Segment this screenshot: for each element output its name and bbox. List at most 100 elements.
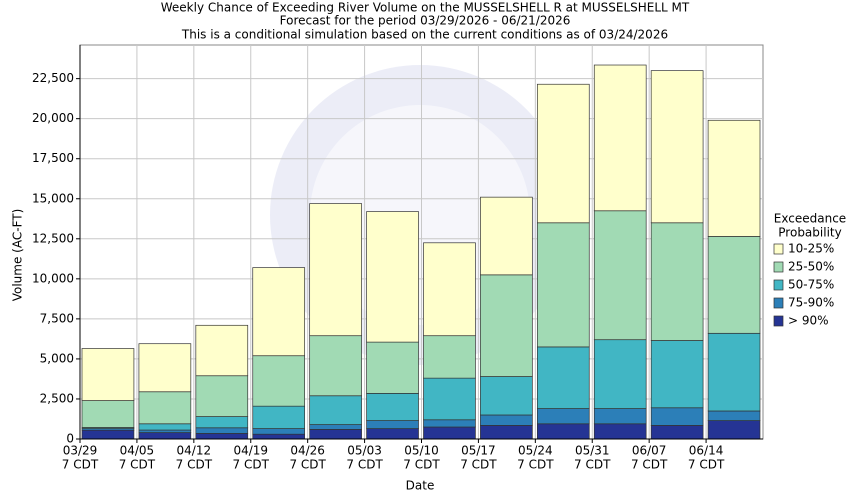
x-tick-label: 06/07: [632, 444, 667, 458]
x-tick-label: 04/12: [177, 444, 212, 458]
bar-segment: [309, 203, 362, 337]
y-tick-label: 15,000: [32, 191, 74, 205]
bar-segment: [650, 407, 704, 426]
bar-segment: [366, 420, 419, 429]
bar-segment: [195, 427, 249, 434]
bar-segment: [707, 236, 761, 334]
bar-segment: [480, 376, 533, 416]
legend-swatch: [773, 243, 784, 255]
y-tick-label: 2,500: [40, 391, 74, 405]
chart-subtitle: Forecast for the period 03/29/2026 - 06/…: [280, 14, 571, 28]
bar-segment: [480, 425, 533, 440]
bar-segment: [650, 425, 704, 440]
x-tick-sublabel: 7 CDT: [574, 458, 611, 472]
x-tick-label: 04/26: [290, 444, 325, 458]
bar-segment: [423, 242, 476, 337]
x-tick-sublabel: 7 CDT: [176, 458, 213, 472]
legend-label: 10-25%: [788, 242, 834, 256]
bar-segment: [536, 83, 590, 224]
x-tick-label: 05/03: [347, 444, 382, 458]
bar-segment: [81, 400, 135, 428]
x-tick-label: 06/14: [689, 444, 724, 458]
x-tick-label: 04/19: [233, 444, 268, 458]
chart-subtitle: This is a conditional simulation based o…: [181, 28, 668, 42]
y-tick-label: 22,500: [32, 71, 74, 85]
bar-segment: [480, 414, 533, 426]
bar-segment: [423, 426, 476, 440]
legend-label: > 90%: [788, 314, 829, 328]
bar-segment: [480, 274, 533, 377]
bar-segment: [195, 324, 249, 377]
bar-segment: [195, 416, 249, 429]
x-tick-label: 05/17: [461, 444, 496, 458]
bar-segment: [593, 210, 647, 341]
y-tick-label: 12,500: [32, 231, 74, 245]
y-tick-label: 20,000: [32, 111, 74, 125]
bar-segment: [195, 375, 249, 417]
bar-segment: [650, 340, 704, 409]
legend-title: Exceedance: [774, 212, 846, 226]
bar-segment: [252, 405, 306, 429]
legend-swatch: [773, 315, 784, 327]
x-tick-sublabel: 7 CDT: [346, 458, 383, 472]
chart-title: Weekly Chance of Exceeding River Volume …: [161, 1, 690, 15]
legend-swatch: [773, 297, 784, 309]
legend-swatch: [773, 261, 784, 273]
x-tick-sublabel: 7 CDT: [119, 458, 156, 472]
bar-segment: [480, 196, 533, 276]
x-tick-label: 05/24: [518, 444, 553, 458]
x-tick-sublabel: 7 CDT: [460, 458, 497, 472]
bar-segment: [536, 423, 590, 440]
bar-segment: [138, 429, 192, 433]
x-tick-sublabel: 7 CDT: [517, 458, 554, 472]
x-tick-sublabel: 7 CDT: [403, 458, 440, 472]
bar-segment: [81, 429, 135, 440]
x-tick-sublabel: 7 CDT: [688, 458, 725, 472]
bar-segment: [252, 428, 306, 435]
bar-segment: [138, 432, 192, 440]
bar-segment: [707, 410, 761, 421]
bar-segment: [195, 433, 249, 440]
bar-segment: [593, 408, 647, 425]
bar-segment: [138, 423, 192, 431]
x-axis-label: Date: [406, 479, 435, 493]
bar-segment: [707, 119, 761, 237]
x-tick-label: 03/29: [63, 444, 98, 458]
y-tick-label: 17,500: [32, 151, 74, 165]
x-tick-sublabel: 7 CDT: [62, 458, 99, 472]
bar-segment: [309, 424, 362, 430]
bar-segment: [309, 429, 362, 440]
bar-segment: [252, 433, 306, 440]
bar-segment: [707, 420, 761, 440]
y-tick-label: 10,000: [32, 271, 74, 285]
bar-segment: [707, 332, 761, 412]
x-tick-label: 05/31: [575, 444, 610, 458]
bar-segment: [252, 267, 306, 357]
bar-segment: [593, 64, 647, 212]
x-tick-sublabel: 7 CDT: [233, 458, 270, 472]
bar-segment: [366, 211, 419, 343]
bar-segment: [593, 423, 647, 440]
bar-segment: [366, 341, 419, 394]
bar-segment: [423, 335, 476, 379]
y-tick-label: 5,000: [40, 351, 74, 365]
bar-segment: [650, 222, 704, 341]
bar-segment: [138, 391, 192, 425]
x-tick-label: 04/05: [120, 444, 155, 458]
y-tick-label: 7,500: [40, 311, 74, 325]
bar-segment: [536, 408, 590, 425]
y-tick-label: 0: [66, 432, 74, 446]
bar-segment: [366, 428, 419, 440]
bar-segment: [138, 343, 192, 393]
legend-title: Probability: [778, 226, 841, 240]
legend-label: 25-50%: [788, 260, 834, 274]
x-tick-sublabel: 7 CDT: [631, 458, 668, 472]
bar-segment: [593, 339, 647, 409]
bar-segment: [650, 70, 704, 224]
bar-segment: [309, 335, 362, 397]
bar-segment: [366, 393, 419, 421]
bar-segment: [81, 348, 135, 401]
bar-segment: [536, 222, 590, 348]
x-tick-label: 05/10: [404, 444, 439, 458]
